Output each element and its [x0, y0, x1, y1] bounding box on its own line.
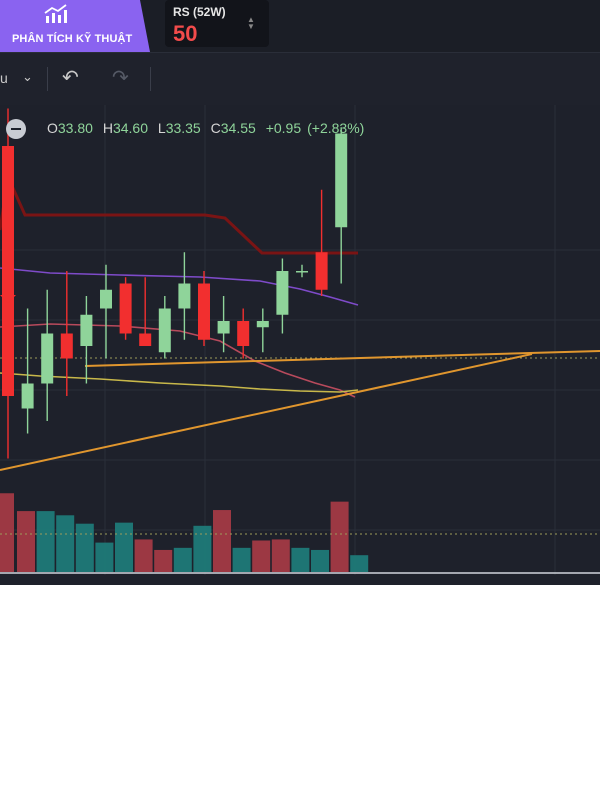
- rs-title: RS (52W): [173, 5, 226, 19]
- volume-bar: [17, 511, 35, 572]
- high-value: 34.60: [112, 120, 148, 136]
- rs-indicator-box[interactable]: RS (52W) 50 ▲ ▼: [165, 0, 269, 47]
- volume-bar: [232, 547, 251, 572]
- collapse-legend-button[interactable]: [6, 119, 26, 139]
- candle-body: [276, 271, 289, 315]
- indicator-lines: [0, 171, 600, 535]
- tab-technical-analysis[interactable]: PHÂN TÍCH KỸ THUẬT: [0, 0, 150, 52]
- volume-bar: [291, 547, 310, 572]
- volume-bar: [154, 549, 173, 572]
- moving-average-line: [0, 171, 358, 255]
- down-arrow-icon: [0, 290, 16, 303]
- interval-selector-text[interactable]: u: [0, 70, 8, 86]
- candles: [2, 108, 348, 459]
- volume-bar: [252, 540, 271, 572]
- volume-bars: [0, 493, 369, 572]
- volume-bar: [350, 555, 369, 572]
- top-header-bar: PHÂN TÍCH KỸ THUẬT RS (52W) 50 ▲ ▼: [0, 0, 600, 52]
- candle-body: [217, 321, 230, 334]
- volume-bar: [213, 510, 231, 572]
- candle-body: [60, 333, 73, 359]
- volume-bar: [173, 547, 192, 572]
- volume-bar: [330, 501, 349, 572]
- change-value: +0.95: [265, 120, 302, 136]
- close-label: C: [210, 120, 221, 136]
- close-value: 34.55: [220, 120, 256, 136]
- redo-icon[interactable]: ↷: [112, 67, 129, 89]
- low-value: 33.35: [165, 120, 201, 136]
- resistance-trendline: [84, 350, 600, 367]
- candle-body: [2, 146, 14, 396]
- candle-body: [119, 283, 132, 334]
- ohlc-legend: O33.80 H34.60 L33.35 C34.55 +0.95 (+2.83%…: [0, 118, 600, 140]
- volume-bar: [56, 515, 75, 572]
- volume-bar: [115, 522, 133, 572]
- candle-body: [315, 252, 328, 290]
- candle-body: [158, 308, 171, 353]
- candle-body: [256, 321, 269, 328]
- support-trendline: [0, 353, 533, 471]
- change-percent: (+2.83%): [307, 120, 365, 136]
- volume-bar: [193, 525, 212, 572]
- candle-body: [139, 333, 152, 346]
- volume-bar: [75, 523, 94, 572]
- chart-analysis-icon: [44, 4, 67, 23]
- volume-bar: [95, 542, 114, 572]
- chevron-down-icon[interactable]: ⌄: [22, 69, 33, 84]
- high-label: H: [102, 120, 113, 136]
- candlestick-chart[interactable]: [0, 105, 600, 585]
- toolbar-divider: [47, 67, 48, 91]
- candle-body: [296, 271, 308, 273]
- low-label: L: [157, 120, 166, 136]
- candle-body: [335, 133, 348, 228]
- volume-bar: [36, 511, 55, 572]
- candle-body: [100, 289, 112, 309]
- moving-average-line: [0, 267, 359, 306]
- tab-label: PHÂN TÍCH KỸ THUẬT: [12, 33, 133, 45]
- volume-bar: [271, 539, 290, 572]
- candle-body: [237, 321, 250, 346]
- candle-body: [80, 314, 93, 346]
- volume-bar: [311, 549, 329, 572]
- chart-toolbar: u ⌄ ↶ ↷: [0, 52, 600, 106]
- open-value: 33.80: [57, 120, 93, 136]
- undo-icon[interactable]: ↶: [62, 67, 79, 89]
- chart-overlay: [0, 290, 16, 303]
- candle-body: [178, 283, 191, 309]
- moving-average-line: [0, 372, 359, 393]
- candle-body: [41, 333, 54, 384]
- sort-arrows-icon[interactable]: ▲ ▼: [247, 15, 255, 31]
- toolbar-divider: [150, 67, 151, 91]
- volume-bar: [134, 539, 153, 572]
- rs-value: 50: [173, 21, 198, 46]
- candle-body: [198, 283, 210, 340]
- volume-bar: [0, 493, 14, 572]
- chart-panel[interactable]: [0, 105, 600, 585]
- candle-body: [21, 383, 34, 409]
- open-label: O: [47, 120, 58, 136]
- chart-grid: [0, 105, 600, 575]
